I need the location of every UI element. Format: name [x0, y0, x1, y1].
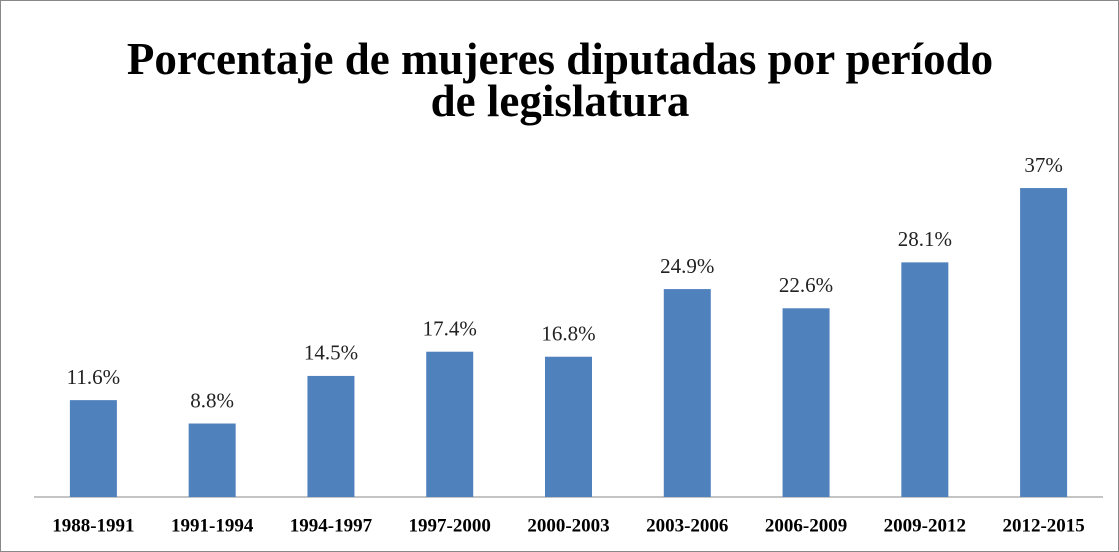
- x-tick-label: 2006-2009: [765, 515, 847, 536]
- data-label: 16.8%: [541, 322, 595, 346]
- x-tick-label: 1988-1991: [52, 515, 134, 536]
- x-tick-label: 1991-1994: [171, 515, 254, 536]
- data-label: 17.4%: [423, 317, 477, 341]
- x-tick-label: 1994-1997: [290, 515, 373, 536]
- x-tick-label: 2009-2012: [884, 515, 966, 536]
- bar: [901, 262, 949, 497]
- bar: [545, 356, 592, 497]
- data-label: 8.8%: [190, 388, 234, 412]
- bar: [782, 308, 830, 497]
- bar: [188, 423, 236, 497]
- bar: [69, 400, 117, 497]
- bar: [663, 289, 711, 497]
- bar: [1020, 188, 1068, 498]
- data-label: 14.5%: [304, 341, 358, 365]
- x-tick-label: 2012-2015: [1002, 515, 1084, 536]
- bar: [307, 375, 355, 497]
- bar: [426, 351, 474, 497]
- x-tick-label: 2000-2003: [527, 515, 609, 536]
- data-label: 28.1%: [898, 227, 952, 251]
- data-label: 24.9%: [660, 254, 714, 278]
- data-label: 11.6%: [67, 365, 120, 389]
- x-tick-label: 1997-2000: [409, 515, 491, 536]
- data-label: 37%: [1024, 153, 1063, 177]
- x-tick-label: 2003-2006: [646, 515, 728, 536]
- data-label: 22.6%: [779, 273, 833, 297]
- chart-title: Porcentaje de mujeres diputadas por perí…: [126, 34, 994, 126]
